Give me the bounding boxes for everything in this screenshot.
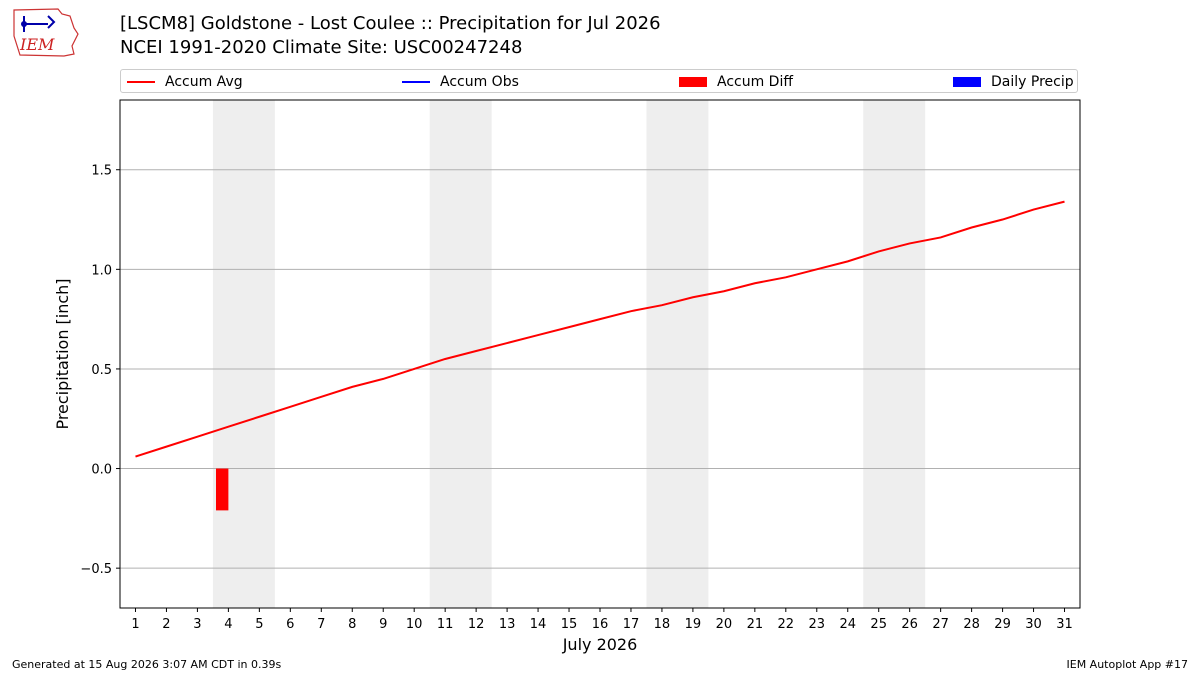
x-tick-label: 19 — [685, 617, 702, 632]
data-series — [135, 200, 1065, 511]
x-tick-label: 20 — [716, 617, 733, 632]
y-tick-label: 1.0 — [91, 263, 112, 278]
legend-swatch-accum-avg — [127, 81, 155, 83]
legend-label-daily-precip: Daily Precip — [991, 74, 1074, 90]
legend-swatch-accum-obs — [402, 81, 430, 83]
weekend-band-3 — [646, 100, 709, 608]
x-tick-label: 2 — [162, 617, 170, 632]
x-tick-label: 27 — [932, 617, 949, 632]
weekend-band-1 — [212, 100, 275, 608]
x-tick-label: 18 — [654, 617, 671, 632]
x-tick-label: 28 — [963, 617, 980, 632]
x-tick-label: 10 — [406, 617, 423, 632]
x-tick-label: 31 — [1056, 617, 1073, 632]
x-tick-label: 26 — [901, 617, 918, 632]
legend-label-accum-obs: Accum Obs — [440, 74, 519, 90]
x-tick-label: 29 — [994, 617, 1011, 632]
x-tick-label: 25 — [870, 617, 887, 632]
legend-item-accum-obs: Accum Obs — [402, 73, 519, 91]
chart-legend: Accum Avg Accum Obs Accum Diff Daily Pre… — [120, 69, 1078, 93]
x-tick-label: 5 — [255, 617, 263, 632]
x-tick-label: 12 — [468, 617, 485, 632]
x-tick-label: 6 — [286, 617, 294, 632]
y-gridlines — [120, 169, 1080, 569]
x-tick-label: 15 — [561, 617, 578, 632]
x-tick-label: 24 — [839, 617, 856, 632]
svg-text:IEM: IEM — [19, 35, 55, 54]
x-tick-label: 21 — [747, 617, 764, 632]
y-axis: −0.5 0.0 0.5 1.0 1.5 — [80, 164, 120, 577]
footer-generated-text: Generated at 15 Aug 2026 3:07 AM CDT in … — [12, 658, 282, 671]
footer-app-label: IEM Autoplot App #17 — [1066, 658, 1189, 671]
x-tick-label: 14 — [530, 617, 547, 632]
bar-accum-diff — [216, 468, 229, 511]
x-tick-label: 23 — [809, 617, 826, 632]
x-tick-label: 17 — [623, 617, 640, 632]
x-axis-label: July 2026 — [562, 635, 638, 654]
iem-logo: IEM — [13, 8, 79, 57]
y-axis-label: Precipitation [inch] — [53, 278, 72, 429]
x-tick-label: 11 — [437, 617, 454, 632]
x-tick-label: 22 — [778, 617, 795, 632]
legend-swatch-accum-diff — [679, 77, 707, 87]
legend-item-accum-diff: Accum Diff — [679, 73, 793, 91]
y-tick-label: 1.5 — [91, 164, 112, 179]
y-tick-label: 0.0 — [91, 463, 112, 478]
x-axis: 1 2 3 4 5 6 7 8 9 10 11 12 13 14 15 16 17 18 19 20 21 22 23 24 2… — [131, 608, 1073, 632]
y-tick-label: 0.5 — [91, 363, 112, 378]
x-tick-label: 9 — [379, 617, 387, 632]
y-tick-label: −0.5 — [80, 562, 112, 577]
legend-label-accum-diff: Accum Diff — [717, 74, 794, 90]
weekend-band-4 — [863, 100, 926, 608]
x-tick-label: 16 — [592, 617, 609, 632]
x-tick-label: 1 — [131, 617, 139, 632]
chart-subtitle: NCEI 1991-2020 Climate Site: USC00247248 — [120, 37, 523, 58]
legend-item-accum-avg: Accum Avg — [127, 73, 243, 91]
chart-title: [LSCM8] Goldstone - Lost Coulee :: Preci… — [120, 13, 661, 34]
legend-label-accum-avg: Accum Avg — [165, 74, 243, 90]
legend-swatch-daily-precip — [953, 77, 981, 87]
x-tick-label: 30 — [1025, 617, 1042, 632]
weekend-shading — [212, 100, 926, 608]
x-tick-label: 7 — [317, 617, 325, 632]
x-tick-label: 13 — [499, 617, 516, 632]
x-tick-label: 4 — [224, 617, 232, 632]
legend-item-daily-precip: Daily Precip — [953, 73, 1074, 91]
series-line-accum-avg — [135, 200, 1065, 458]
x-tick-label: 8 — [348, 617, 356, 632]
x-tick-label: 3 — [193, 617, 201, 632]
